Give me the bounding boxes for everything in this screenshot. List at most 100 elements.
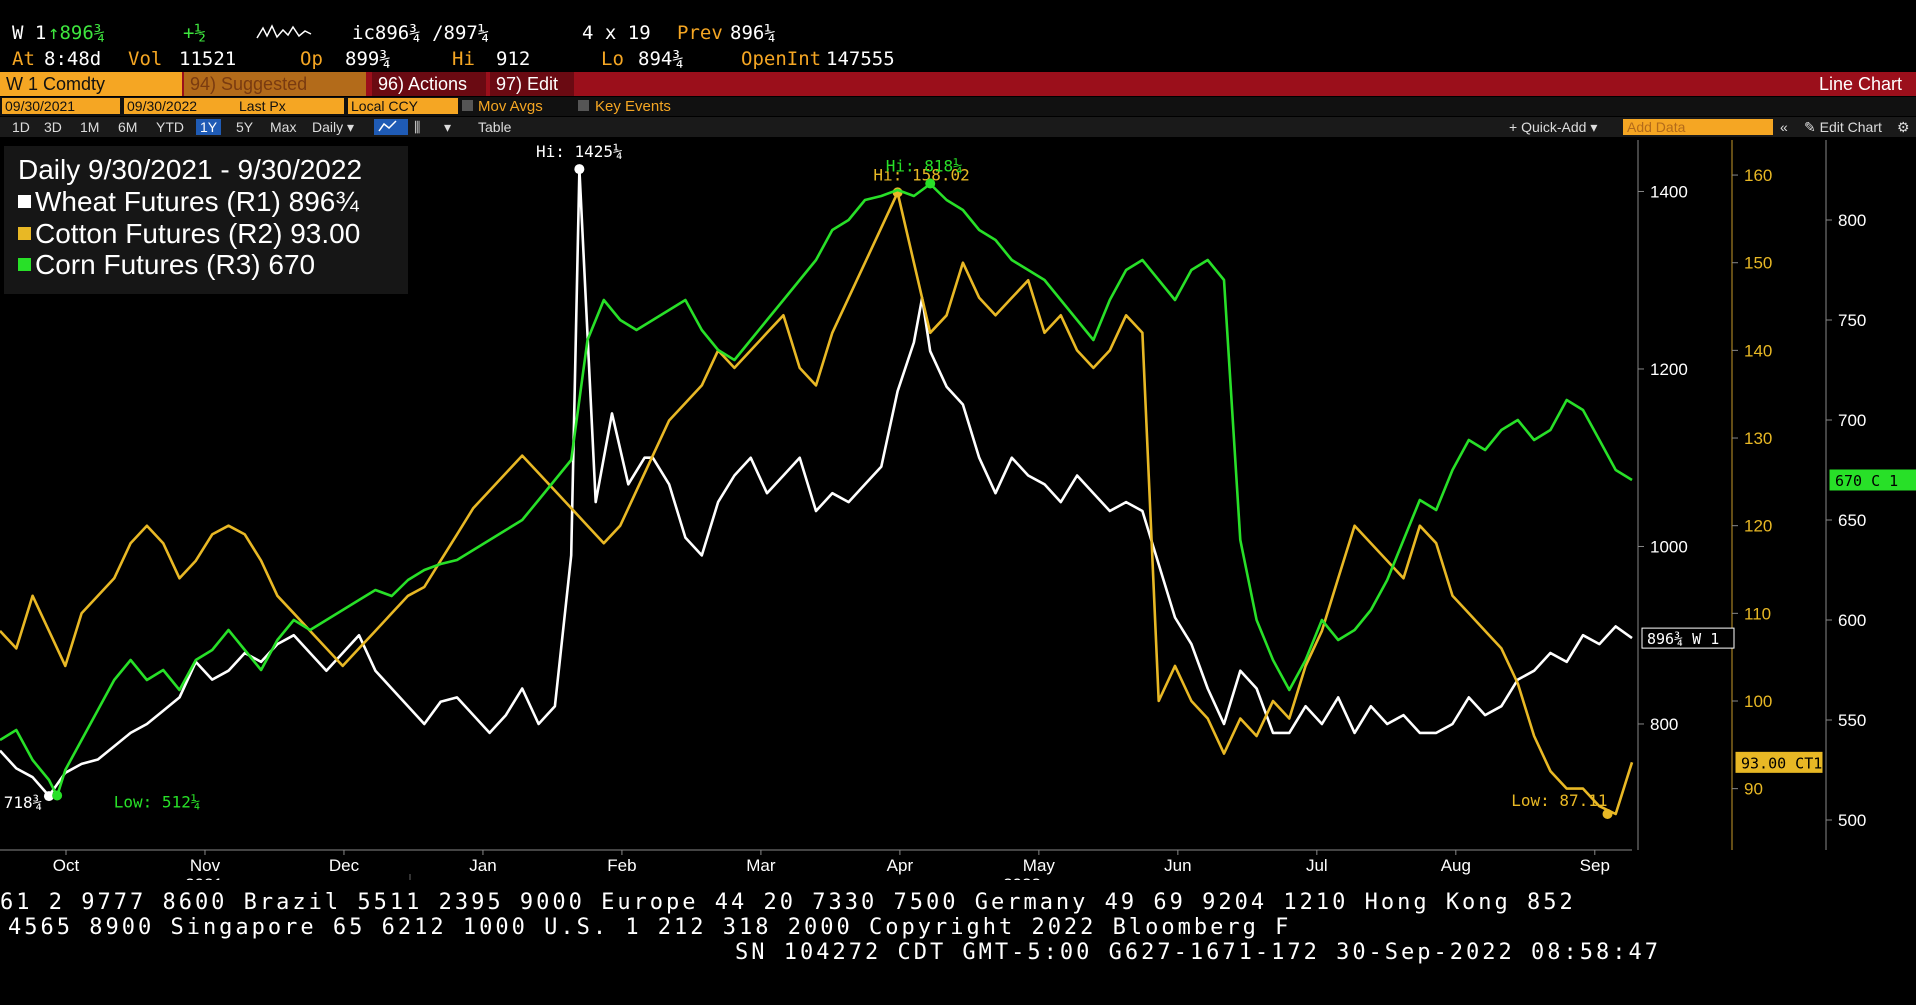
key-events-checkbox[interactable] [578,100,589,111]
period-button-1d[interactable]: 1D [12,119,30,135]
y-tick-label-r3: 600 [1838,611,1866,630]
ticker-field[interactable]: W 1 Comdty [0,72,182,96]
period-selector-row: 1D 3D 1M 6M YTD 1Y 5Y Max Daily ▾ ⫼ ▾ Table + Q… [0,117,1916,137]
y-tick-label-r3: 500 [1838,811,1866,830]
hi-marker [574,164,585,175]
x-tick-label: Nov [190,856,221,875]
currency-select[interactable]: Local CCY [348,98,458,114]
sparkline-icon [255,22,313,46]
series-line-wheat-futures [0,168,1633,798]
quote-field: 4 x 19 [582,22,651,44]
gear-icon[interactable]: ⚙ [1897,119,1910,135]
legend-label: Wheat Futures (R1) 896¾ [35,186,359,217]
start-date-field[interactable]: 09/30/2021 [2,98,120,114]
quote-field: 899¾ [345,48,391,70]
command-toolbar: W 1 Comdty 94) Suggested Charts 96) Acti… [0,72,1916,118]
y-tick-label-r2: 140 [1744,341,1772,360]
period-button-5y[interactable]: 5Y [236,119,254,135]
frequency-select[interactable]: Daily ▾ [312,119,355,135]
quote-field: 894¾ [638,48,684,70]
y-tick-label-r2: 110 [1744,604,1771,623]
y-tick-label-r1: 1200 [1650,360,1688,379]
y-tick-label-r3: 550 [1838,711,1866,730]
x-tick-label: Apr [887,856,914,875]
quote-field: ic896¾ /897¼ [352,22,490,44]
mov-avgs-label: Mov Avgs [478,98,543,115]
x-tick-label: Mar [746,856,776,875]
y-tick-label-r2: 160 [1744,166,1772,185]
chevron-down-icon[interactable]: ▾ [444,119,452,135]
quote-field: 8:48d [44,48,102,70]
last-value-label: 896¾ W 1 [1647,630,1719,648]
quick-add-button[interactable]: + Quick-Add ▾ [1509,119,1598,135]
hi-marker [925,178,936,189]
legend-item-cotton: Cotton Futures (R2) 93.00 [18,218,360,250]
y-tick-label-r1: 1400 [1650,182,1688,201]
x-tick-label: Dec [329,856,360,875]
footer-contact-line-2: 4565 8900 Singapore 65 6212 1000 U.S. 1 … [8,915,1292,940]
chart-type-label: Line Chart [1818,74,1902,94]
hi-label: Hi: 158.02 [873,165,969,184]
footer-contact-line-1: 61 2 9777 8600 Brazil 5511 2395 9000 Eur… [0,890,1576,915]
y-tick-label-r2: 120 [1744,517,1772,536]
y-tick-label-r3: 800 [1838,211,1866,230]
low-label: Low: 87.11 [1511,791,1607,810]
period-button-max[interactable]: Max [270,119,297,135]
y-tick-label-r1: 800 [1650,715,1678,734]
x-tick-label: Feb [607,856,636,875]
quote-field: Prev [677,22,723,44]
footer-session-line: SN 104272 CDT GMT-5:00 G627-1671-172 30-… [735,940,1661,965]
y-tick-label-r1: 1000 [1650,537,1688,556]
quote-field: Lo [601,48,624,70]
period-button-1m[interactable]: 1M [80,119,100,135]
x-year-label: 2022 [1003,875,1041,880]
end-date-field[interactable]: 09/30/2022 [124,98,238,114]
quote-field: ↑896¾ [48,22,106,44]
price-field-select[interactable]: Last Px [236,98,344,114]
chart-legend: Daily 9/30/2021 - 9/30/2022 Wheat Future… [4,146,408,294]
hi-label: Hi: 818¼ [886,157,963,176]
quote-field: 912 [496,48,531,70]
y-tick-label-r3: 650 [1838,511,1866,530]
y-tick-label-r2: 150 [1744,254,1772,273]
period-button-6m[interactable]: 6M [118,119,138,135]
edit-chart-button[interactable]: ✎ Edit Chart [1804,119,1882,135]
line-chart-icon[interactable] [374,119,408,135]
quote-field: 11521 [179,48,237,70]
chart-settings-row: 09/30/2021 - 09/30/2022 Last Px Local CC… [0,97,1916,116]
last-value-tag [1735,751,1823,773]
x-tick-label: May [1023,856,1056,875]
y-tick-label-r3: 750 [1838,311,1866,330]
key-events-label: Key Events [595,98,671,115]
period-button-3d[interactable]: 3D [44,119,62,135]
quote-field: At [12,48,35,70]
y-tick-label-r3: 700 [1838,411,1866,430]
actions-menu[interactable]: 96) Actions ▾ [372,72,486,118]
low-marker [1602,808,1613,819]
quote-field: +½ [183,22,206,44]
y-tick-label-r2: 130 [1744,429,1772,448]
quote-field: 896¼ [730,22,776,44]
quote-field: W 1 [12,22,47,44]
x-tick-label: Oct [53,856,80,875]
table-button[interactable]: Table [478,119,512,135]
x-year-label: 2021 [185,875,223,880]
add-data-input[interactable]: Add Data [1623,119,1773,135]
legend-label: Corn Futures (R3) 670 [35,249,316,280]
low-label: Low: 718¾ [0,793,42,812]
low-marker [52,790,63,801]
mov-avgs-checkbox[interactable] [462,100,473,111]
date-separator: - [116,97,121,113]
series-line-corn-futures [0,182,1633,798]
collapse-icon[interactable]: « [1780,119,1788,135]
legend-label: Cotton Futures (R2) 93.00 [35,218,361,249]
period-button-ytd[interactable]: YTD [156,119,184,135]
x-tick-label: Sep [1580,856,1610,875]
y-tick-label-r2: 100 [1744,692,1772,711]
low-label: Low: 512¼ [114,793,201,812]
series-line-cotton-futures [0,191,1634,816]
quote-field: Op [300,48,323,70]
period-button-1y[interactable]: 1Y [196,119,222,135]
quote-field: Vol [128,48,163,70]
bar-chart-icon[interactable]: ⫼ [414,119,421,135]
